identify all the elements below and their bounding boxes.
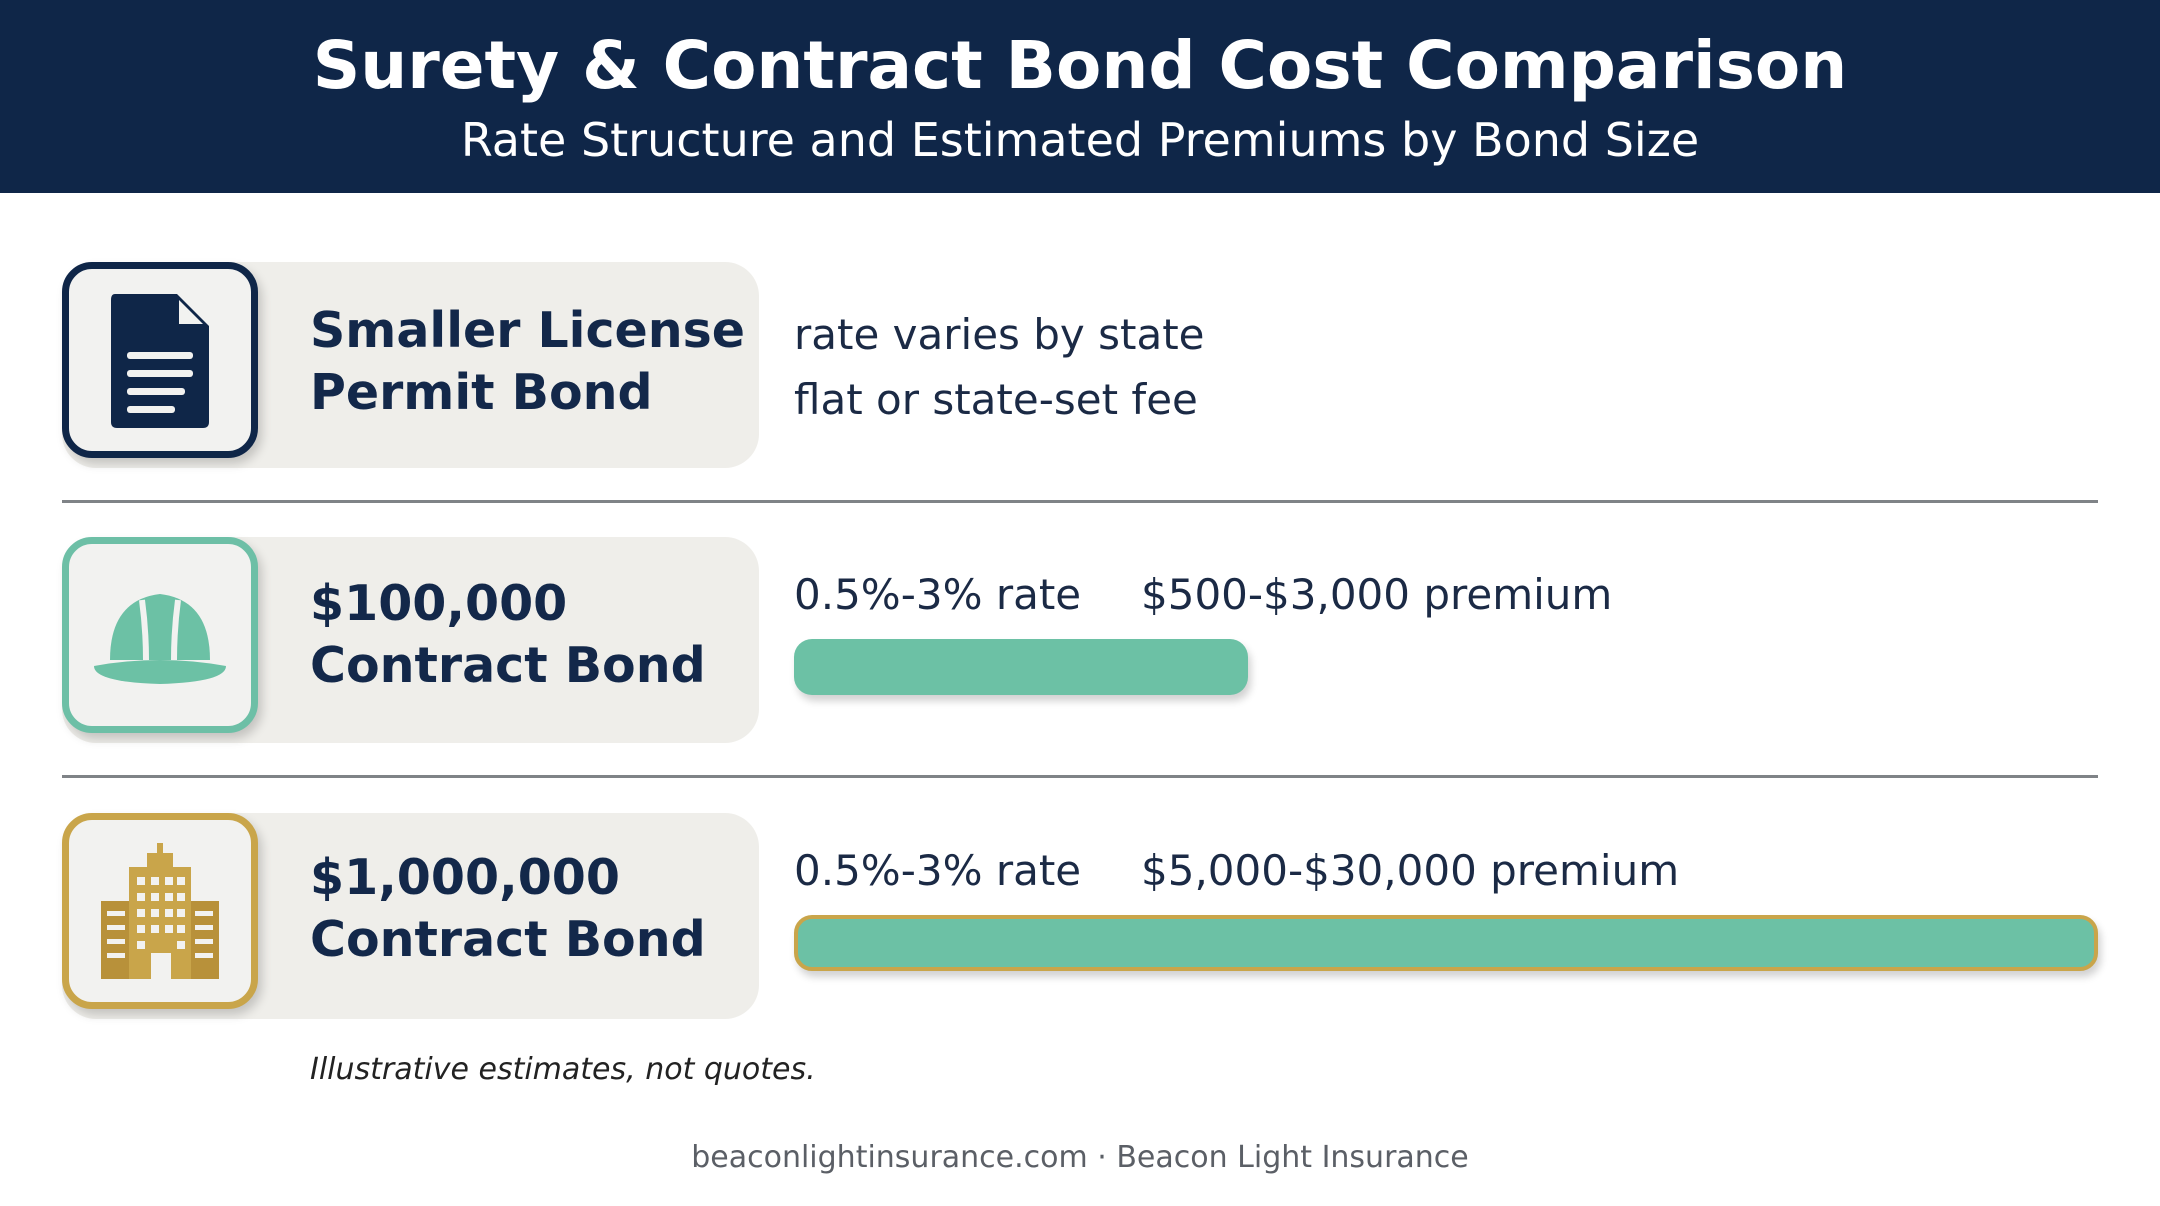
bond-label-line1: $100,000 xyxy=(310,575,568,632)
document-icon xyxy=(111,294,209,428)
row-100k-contract-bond: $100,000 Contract Bond 0.5%-3% rate $500… xyxy=(0,537,2160,747)
bond-label: Smaller License Permit Bond xyxy=(310,300,750,424)
premium-label: $5,000-$30,000 premium xyxy=(1141,846,1680,895)
page-title: Surety & Contract Bond Cost Comparison xyxy=(312,27,1848,104)
footer-credit: beaconlightinsurance.com · Beacon Light … xyxy=(691,1140,1469,1175)
bond-label-line2: Contract Bond xyxy=(310,911,706,968)
bond-label-line2: Contract Bond xyxy=(310,637,706,694)
bond-label-line2: Permit Bond xyxy=(310,364,653,421)
disclaimer: Illustrative estimates, not quotes. xyxy=(310,1052,816,1087)
office-building-icon xyxy=(101,843,219,979)
row-1m-contract-bond: $1,000,000 Contract Bond 0.5%-3% rate $5… xyxy=(0,813,2160,1023)
premium-bar xyxy=(794,915,2098,971)
premium-bar xyxy=(794,639,1248,695)
rate-label: 0.5%-3% rate xyxy=(794,570,1082,619)
bond-label-line1: $1,000,000 xyxy=(310,849,620,906)
icon-box xyxy=(62,262,258,458)
page-subtitle: Rate Structure and Estimated Premiums by… xyxy=(460,113,1700,167)
bond-label-line1: Smaller License xyxy=(310,302,746,359)
row-license-permit-bond: Smaller License Permit Bond rate varies … xyxy=(0,262,2160,472)
hard-hat-icon xyxy=(94,594,226,684)
header-banner: Surety & Contract Bond Cost Comparison R… xyxy=(0,0,2160,193)
premium-label: $500-$3,000 premium xyxy=(1141,570,1613,619)
fee-note: flat or state-set fee xyxy=(794,375,1198,424)
icon-box xyxy=(62,813,258,1009)
rate-note: rate varies by state xyxy=(794,310,1205,359)
bond-label: $100,000 Contract Bond xyxy=(310,573,750,697)
bond-label: $1,000,000 Contract Bond xyxy=(310,847,750,971)
icon-box xyxy=(62,537,258,733)
divider xyxy=(62,500,2098,503)
divider xyxy=(62,775,2098,778)
rate-label: 0.5%-3% rate xyxy=(794,846,1082,895)
